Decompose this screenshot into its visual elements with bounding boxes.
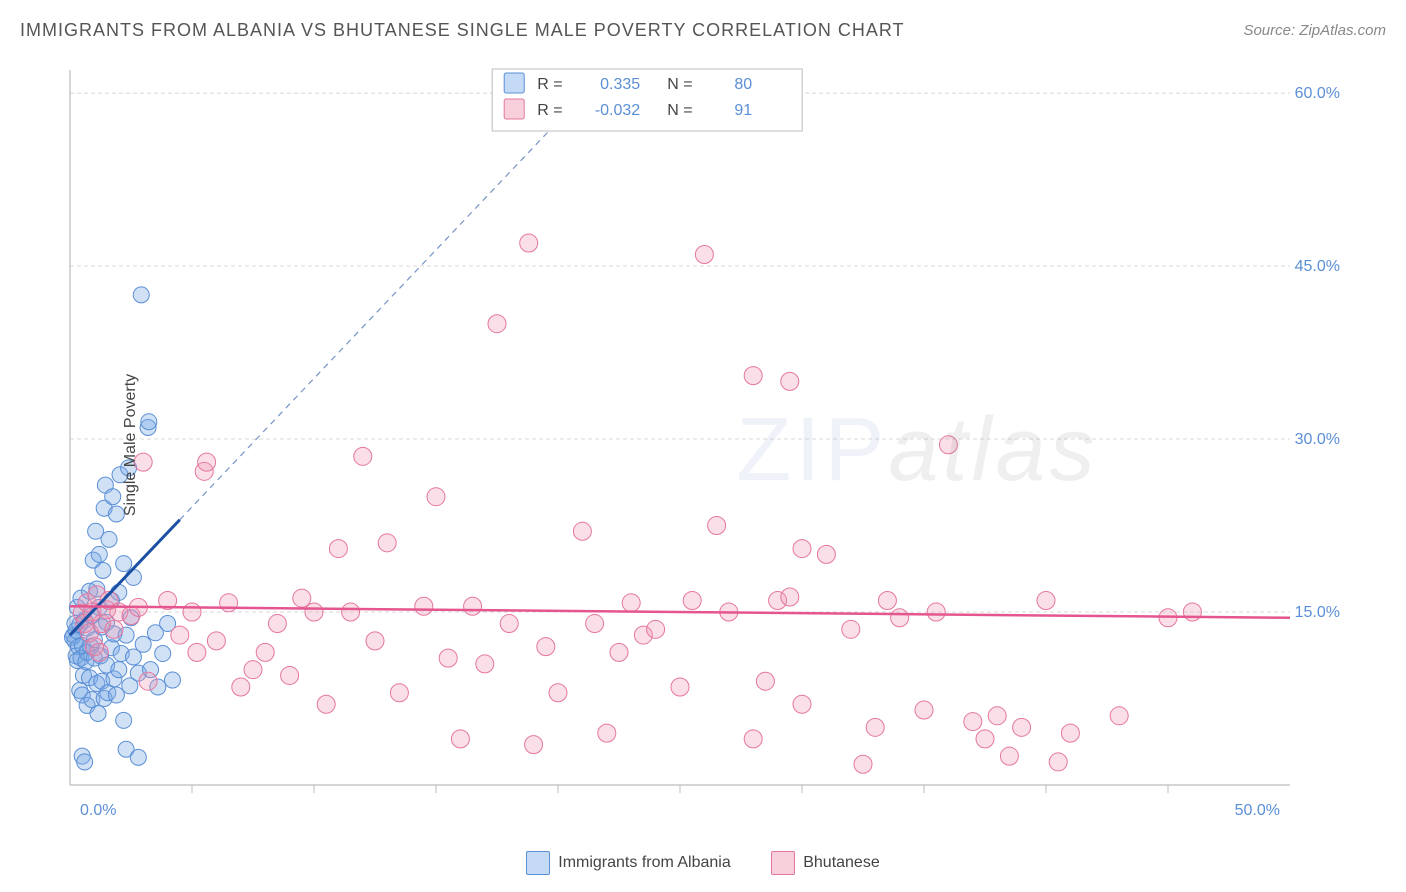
scatter-plot-area: Single Male Poverty 15.0% 30.0% 45.0% 60.0%… — [50, 65, 1370, 825]
svg-text:0.335: 0.335 — [600, 76, 640, 93]
svg-text:R =: R = — [537, 76, 562, 93]
svg-text:15.0%: 15.0% — [1295, 604, 1340, 621]
legend-item-albania: Immigrants from Albania — [526, 851, 731, 875]
legend-label-albania: Immigrants from Albania — [558, 854, 731, 872]
y-axis-label: Single Male Poverty — [122, 374, 140, 516]
svg-text:91: 91 — [734, 102, 752, 119]
svg-text:45.0%: 45.0% — [1295, 258, 1340, 275]
legend-swatch-bhutanese — [771, 851, 795, 875]
svg-text:60.0%: 60.0% — [1295, 85, 1340, 102]
svg-text:-0.032: -0.032 — [595, 102, 640, 119]
svg-text:N =: N = — [667, 76, 692, 93]
legend-item-bhutanese: Bhutanese — [771, 851, 880, 875]
legend-swatch-albania — [526, 851, 550, 875]
svg-text:50.0%: 50.0% — [1235, 802, 1280, 819]
svg-text:N =: N = — [667, 102, 692, 119]
bottom-legend: Immigrants from Albania Bhutanese — [0, 851, 1406, 880]
svg-text:0.0%: 0.0% — [80, 802, 116, 819]
source-credit: Source: ZipAtlas.com — [1243, 22, 1386, 39]
legend-label-bhutanese: Bhutanese — [803, 854, 880, 872]
svg-text:R =: R = — [537, 102, 562, 119]
svg-text:80: 80 — [734, 76, 752, 93]
chart-title: IMMIGRANTS FROM ALBANIA VS BHUTANESE SIN… — [20, 20, 905, 41]
plot-svg: 15.0% 30.0% 45.0% 60.0% 0.0% 50.0% R = 0.335 N =… — [50, 65, 1370, 825]
svg-text:30.0%: 30.0% — [1295, 431, 1340, 448]
